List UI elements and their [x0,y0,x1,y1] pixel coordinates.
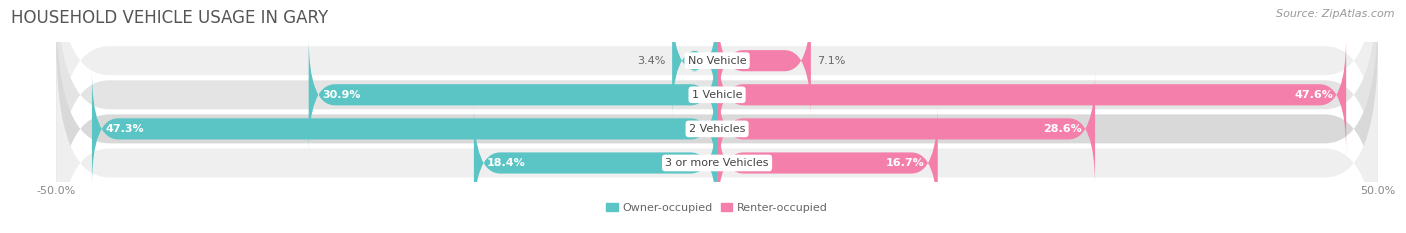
FancyBboxPatch shape [717,105,938,221]
Text: 47.3%: 47.3% [105,124,143,134]
FancyBboxPatch shape [309,37,717,152]
FancyBboxPatch shape [474,105,717,221]
Text: Source: ZipAtlas.com: Source: ZipAtlas.com [1277,9,1395,19]
Text: 28.6%: 28.6% [1043,124,1081,134]
FancyBboxPatch shape [717,71,1095,186]
Text: 18.4%: 18.4% [486,158,526,168]
FancyBboxPatch shape [56,0,1378,217]
Legend: Owner-occupied, Renter-occupied: Owner-occupied, Renter-occupied [602,199,832,217]
Text: HOUSEHOLD VEHICLE USAGE IN GARY: HOUSEHOLD VEHICLE USAGE IN GARY [11,9,329,27]
Text: 47.6%: 47.6% [1294,90,1333,100]
FancyBboxPatch shape [56,7,1378,233]
Text: 7.1%: 7.1% [817,56,846,66]
Text: No Vehicle: No Vehicle [688,56,747,66]
FancyBboxPatch shape [56,0,1378,183]
Text: 16.7%: 16.7% [886,158,925,168]
Text: 3 or more Vehicles: 3 or more Vehicles [665,158,769,168]
Text: 30.9%: 30.9% [322,90,360,100]
Text: 1 Vehicle: 1 Vehicle [692,90,742,100]
FancyBboxPatch shape [56,41,1378,233]
FancyBboxPatch shape [672,3,717,118]
FancyBboxPatch shape [717,37,1346,152]
Text: 2 Vehicles: 2 Vehicles [689,124,745,134]
FancyBboxPatch shape [91,71,717,186]
FancyBboxPatch shape [717,3,811,118]
Text: 3.4%: 3.4% [637,56,665,66]
